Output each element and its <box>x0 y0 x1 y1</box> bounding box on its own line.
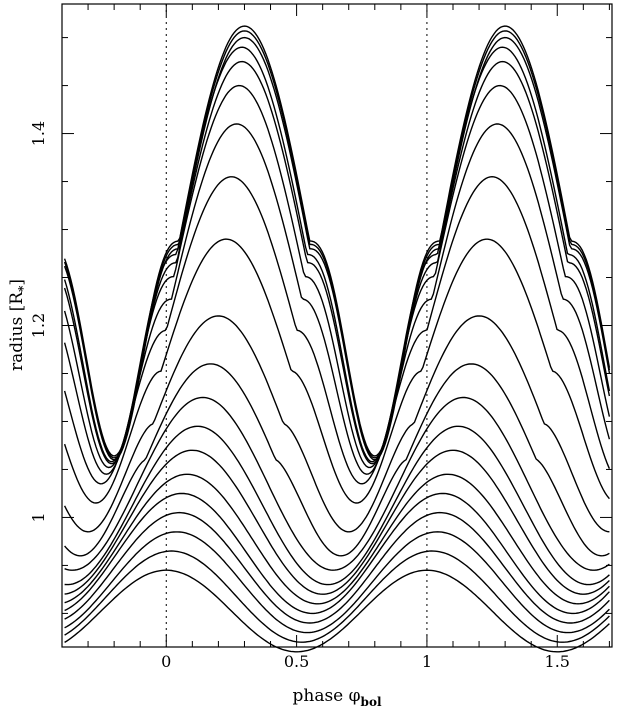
y-tick-label: 1.2 <box>29 313 48 338</box>
x-tick-label: 0 <box>161 652 171 671</box>
series-line-10 <box>63 315 610 533</box>
series-line-0 <box>64 569 610 653</box>
series-line-9 <box>64 363 610 557</box>
series-line-4 <box>64 492 610 615</box>
series-line-2 <box>64 531 610 634</box>
series-line-13 <box>63 123 611 475</box>
y-tick-label: 1 <box>29 512 48 522</box>
reference-lines <box>165 4 428 647</box>
x-tick-label: 1 <box>422 652 432 671</box>
series-line-16 <box>63 46 611 463</box>
y-tick-label: 1.4 <box>29 121 48 146</box>
x-tick-label: 1.5 <box>545 652 570 671</box>
series-line-8 <box>64 396 610 571</box>
series-line-14 <box>63 84 611 469</box>
series-line-12 <box>63 175 611 485</box>
x-axis-title-subscript: bol <box>361 695 382 709</box>
curves <box>63 25 611 653</box>
series-line-7 <box>64 425 610 586</box>
tick-labels: 0 0.5 1 1.5 1 1.2 1.4 <box>29 121 570 671</box>
series-line-1 <box>64 550 610 643</box>
series-line-17 <box>63 36 611 461</box>
series-line-6 <box>64 449 610 595</box>
x-axis-title: phase φbol <box>292 686 381 709</box>
x-tick-label: 0.5 <box>284 652 309 671</box>
y-axis-title: radius [R*] <box>7 279 30 371</box>
series-line-11 <box>63 238 610 504</box>
series-line-5 <box>64 473 610 605</box>
y-axis-title-subscript: * <box>16 285 30 292</box>
series-line-3 <box>64 511 610 624</box>
series-line-19 <box>63 25 611 457</box>
axis-ticks <box>61 4 612 647</box>
series-line-15 <box>63 60 611 465</box>
y-axis-title-suffix: ] <box>7 279 27 286</box>
